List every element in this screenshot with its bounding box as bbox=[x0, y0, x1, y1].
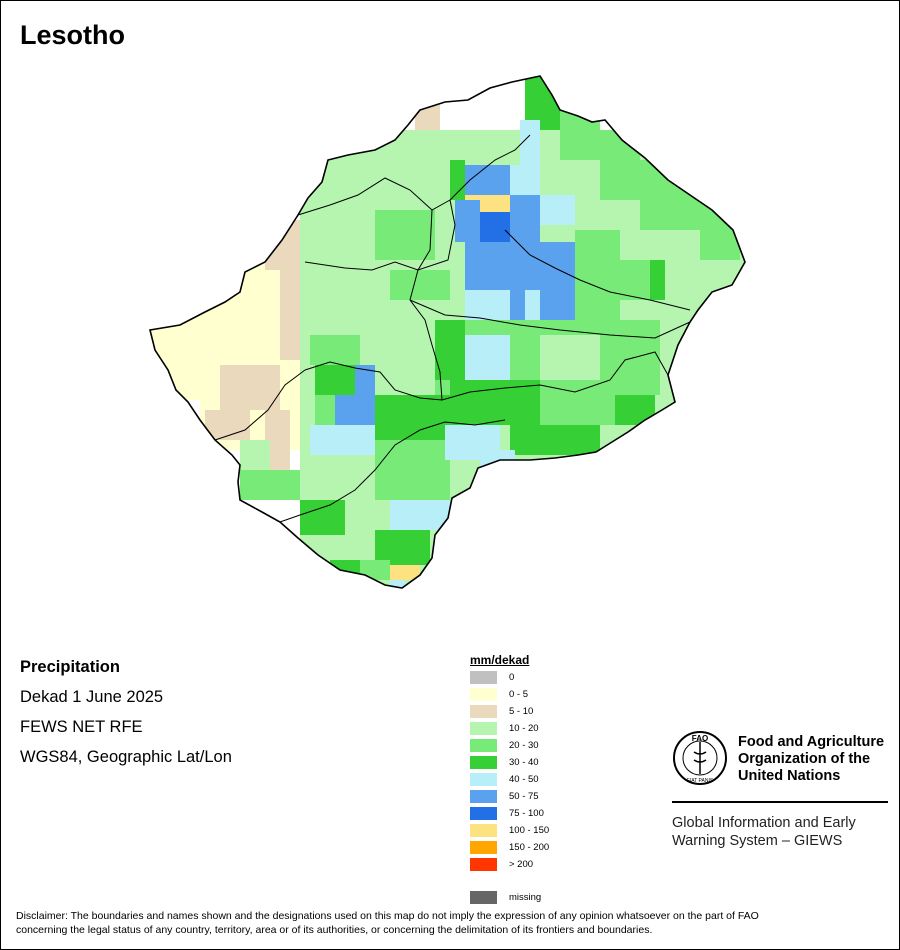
legend-label: 75 - 100 bbox=[509, 808, 544, 819]
precip-cell bbox=[465, 290, 510, 320]
precip-cell bbox=[330, 560, 360, 580]
legend-swatch bbox=[470, 756, 497, 769]
precip-cell bbox=[390, 580, 405, 588]
precip-cell bbox=[300, 455, 345, 480]
precip-cell bbox=[455, 200, 480, 242]
precip-cell bbox=[480, 212, 510, 242]
precip-cell bbox=[360, 560, 390, 580]
legend-swatch bbox=[470, 790, 497, 803]
period-label: Dekad 1 June 2025 bbox=[20, 688, 164, 706]
precip-cell bbox=[315, 365, 360, 395]
disclaimer-line: Disclaimer: The boundaries and names sho… bbox=[16, 910, 759, 922]
precipitation-map bbox=[149, 75, 746, 589]
divider bbox=[672, 801, 888, 803]
precip-cell bbox=[390, 565, 420, 580]
giews-line: Global Information and Early bbox=[672, 815, 856, 831]
country-boundary bbox=[149, 75, 746, 589]
precip-cell bbox=[310, 335, 360, 365]
legend-label: 50 - 75 bbox=[509, 791, 539, 802]
legend-label: 20 - 30 bbox=[509, 740, 539, 751]
precip-cell bbox=[390, 270, 450, 300]
precip-cell bbox=[465, 165, 510, 195]
legend-swatch bbox=[470, 722, 497, 735]
legend-label: 40 - 50 bbox=[509, 774, 539, 785]
legend-swatch bbox=[470, 824, 497, 837]
precip-cell bbox=[310, 290, 390, 320]
legend-swatch bbox=[470, 705, 497, 718]
precip-cell bbox=[240, 440, 270, 470]
fao-org-line: Organization of the bbox=[738, 751, 871, 767]
precip-cell bbox=[240, 470, 300, 500]
precip-cell bbox=[510, 165, 540, 195]
fao-logo-text: FAO bbox=[692, 734, 708, 743]
precip-cell bbox=[540, 335, 600, 380]
precip-cell bbox=[330, 395, 375, 425]
legend-swatch bbox=[470, 671, 497, 684]
giews-name: Global Information and Early Warning Sys… bbox=[672, 814, 892, 850]
precip-cell bbox=[700, 200, 740, 260]
legend-swatch bbox=[470, 858, 497, 871]
fao-logo-motto: FIAT PANIS bbox=[687, 778, 714, 784]
legend-swatch bbox=[470, 841, 497, 854]
precip-cell bbox=[220, 365, 280, 410]
legend-label: 0 bbox=[509, 672, 515, 683]
precip-cell bbox=[310, 425, 375, 455]
precip-cell bbox=[615, 395, 655, 425]
legend-swatch bbox=[470, 688, 497, 701]
precip-cell bbox=[465, 335, 510, 380]
precip-cell bbox=[375, 530, 430, 565]
precip-cell bbox=[575, 230, 620, 320]
fao-org-line: United Nations bbox=[738, 768, 841, 784]
precip-cell bbox=[510, 195, 540, 250]
precip-cell bbox=[345, 500, 390, 535]
precip-cell bbox=[540, 395, 615, 425]
map-info: Precipitation Dekad 1 June 2025 FEWS NET… bbox=[20, 657, 232, 777]
projection-label: WGS84, Geographic Lat/Lon bbox=[20, 748, 232, 766]
precip-cell bbox=[510, 425, 600, 455]
source-label: FEWS NET RFE bbox=[20, 718, 143, 736]
legend-label: missing bbox=[509, 892, 542, 903]
legend-label: > 200 bbox=[509, 859, 534, 870]
legend-label: 0 - 5 bbox=[509, 689, 529, 700]
precip-cell bbox=[540, 195, 575, 225]
fao-org-line: Food and Agriculture bbox=[738, 734, 885, 750]
precip-grid bbox=[150, 76, 745, 588]
legend-label: 10 - 20 bbox=[509, 723, 539, 734]
map-title: Lesotho bbox=[20, 20, 125, 50]
precip-cell bbox=[375, 440, 450, 500]
district-boundaries bbox=[214, 134, 691, 523]
precip-cell bbox=[375, 210, 435, 260]
legend-title: mm/dekad bbox=[470, 653, 530, 667]
precip-cell bbox=[450, 160, 465, 200]
legend-swatch bbox=[470, 773, 497, 786]
precip-cell bbox=[650, 260, 665, 300]
legend-swatch bbox=[470, 739, 497, 752]
fao-logo-icon: FAO FIAT PANIS bbox=[673, 731, 727, 785]
legend-label: 100 - 150 bbox=[509, 825, 550, 836]
precip-cell bbox=[300, 500, 345, 535]
legend: mm/dekad 0 0 - 5 5 - 10 10 - 20 20 - 30 30 - … bbox=[470, 653, 549, 904]
precip-cell bbox=[600, 130, 640, 200]
precip-cell bbox=[525, 290, 540, 320]
precip-cell bbox=[205, 410, 250, 440]
precip-cell bbox=[315, 395, 335, 425]
layer-name: Precipitation bbox=[20, 658, 120, 676]
legend-label: 30 - 40 bbox=[509, 757, 539, 768]
precip-cell bbox=[375, 395, 450, 440]
precip-cell bbox=[390, 500, 450, 530]
precip-cell bbox=[355, 365, 375, 395]
precip-cell bbox=[450, 380, 540, 425]
disclaimer-line: concerning the legal status of any count… bbox=[16, 924, 653, 936]
legend-label: 5 - 10 bbox=[509, 706, 534, 717]
legend-swatch bbox=[470, 807, 497, 820]
precip-cell bbox=[435, 320, 465, 380]
disclaimer: Disclaimer: The boundaries and names sho… bbox=[16, 909, 886, 937]
giews-line: Warning System – GIEWS bbox=[672, 833, 843, 849]
fao-org-name: Food and Agriculture Organization of the… bbox=[738, 734, 898, 785]
legend-label: 150 - 200 bbox=[509, 842, 550, 853]
legend-swatch bbox=[470, 891, 497, 904]
